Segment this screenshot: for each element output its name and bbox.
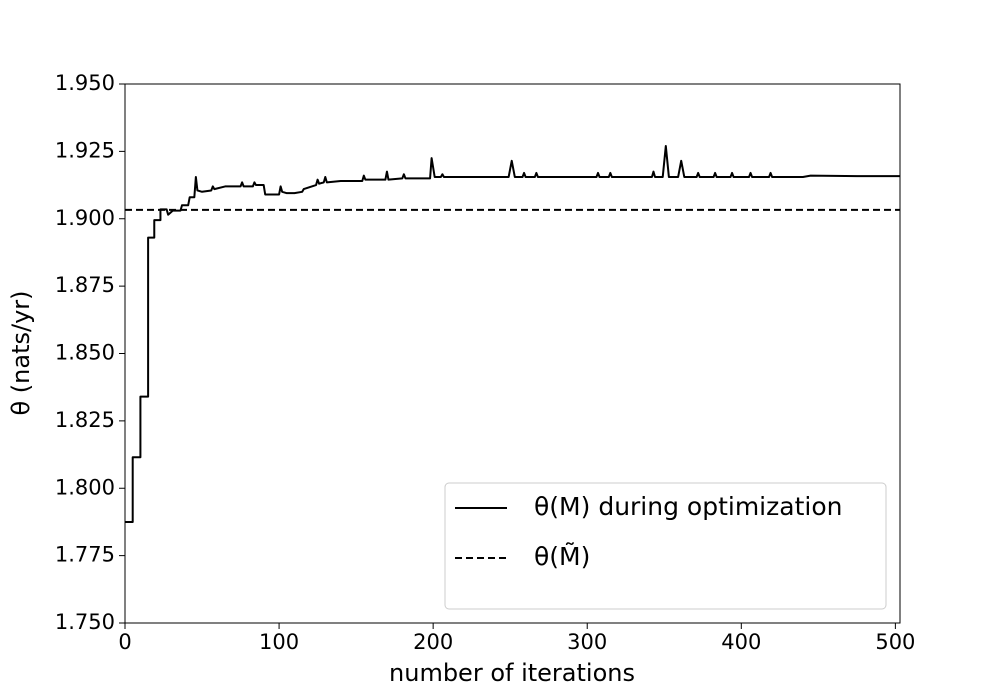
y-tick-label: 1.850 bbox=[55, 341, 115, 365]
y-tick-label: 1.875 bbox=[55, 273, 115, 297]
plot-frame bbox=[124, 83, 901, 624]
x-tick-label: 100 bbox=[259, 630, 299, 654]
y-tick-label: 1.825 bbox=[55, 408, 115, 432]
legend-label: θ(M̃) bbox=[534, 542, 590, 571]
y-tick-label: 1.750 bbox=[55, 610, 115, 634]
legend-label: θ(M) during optimization bbox=[534, 492, 842, 521]
x-axis-label: number of iterations bbox=[389, 659, 635, 687]
y-tick-label: 1.800 bbox=[55, 475, 115, 499]
y-tick-label: 1.775 bbox=[55, 543, 115, 567]
x-tick-label: 200 bbox=[413, 630, 453, 654]
legend-box bbox=[444, 482, 887, 610]
y-tick-label: 1.900 bbox=[55, 206, 115, 230]
x-tick-label: 400 bbox=[721, 630, 761, 654]
y-axis-label: θ (nats/yr) bbox=[7, 290, 35, 415]
data-line bbox=[125, 144, 900, 523]
y-tick-label: 1.950 bbox=[55, 71, 115, 95]
x-tick-label: 0 bbox=[118, 630, 131, 654]
y-tick-label: 1.925 bbox=[55, 138, 115, 162]
x-tick-label: 300 bbox=[567, 630, 607, 654]
x-tick-label: 500 bbox=[875, 630, 915, 654]
